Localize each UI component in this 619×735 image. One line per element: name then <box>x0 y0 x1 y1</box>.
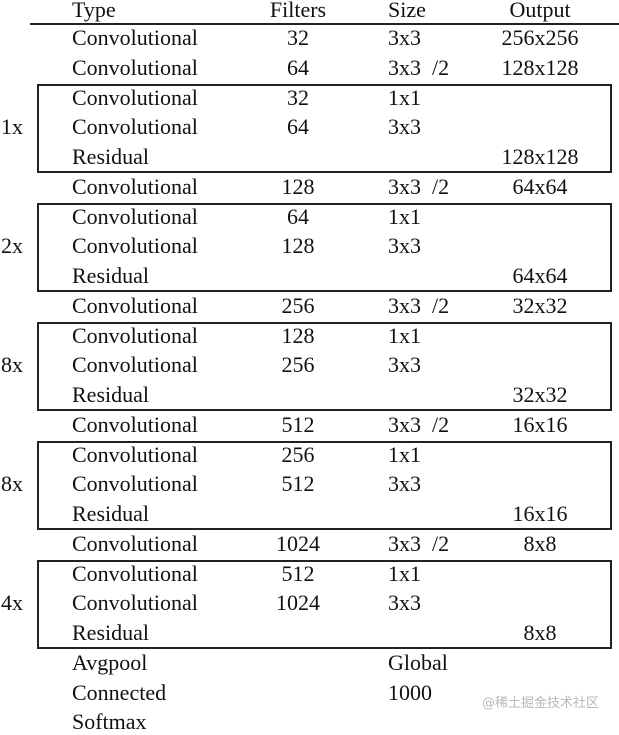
cell-filters: 512 <box>281 471 315 497</box>
cell-type: Avgpool <box>72 649 148 675</box>
cell-type: Residual <box>72 382 149 407</box>
residual-block-box <box>37 202 612 292</box>
cell-size: 3x3 /2 <box>388 292 450 318</box>
cell-size: 3x3 <box>388 352 421 378</box>
cell-size: 1x1 <box>388 560 421 586</box>
cell-filters: 64 <box>287 54 309 80</box>
cell-type: Residual <box>72 263 149 288</box>
cell-size: 3x3 /2 <box>388 411 450 437</box>
cell-size: 3x3 <box>388 114 421 140</box>
cell-filters: 128 <box>281 322 315 348</box>
cell-output: 16x16 <box>512 501 568 526</box>
block-multiplier: 4x <box>1 590 23 616</box>
cell-size: Global <box>388 649 448 675</box>
cell-filters: 1024 <box>276 530 320 556</box>
cell-size: 1x1 <box>388 203 421 229</box>
header-size: Size <box>388 0 426 22</box>
cell-filters: 128 <box>281 173 315 199</box>
cell-size: 3x3 <box>388 233 421 259</box>
cell-type: Convolutional <box>72 173 198 199</box>
cell-output: 16x16 <box>512 411 568 437</box>
cell-type: Residual <box>72 144 149 169</box>
cell-size: 3x3 /2 <box>388 54 450 80</box>
cell-output: 32x32 <box>512 382 568 407</box>
cell-type: Convolutional <box>72 203 198 229</box>
cell-output: 256x256 <box>501 25 579 50</box>
cell-output: 64x64 <box>512 173 568 199</box>
cell-size: 1x1 <box>388 441 421 467</box>
cell-size: 3x3 /2 <box>388 173 450 199</box>
cell-type: Convolutional <box>72 411 198 437</box>
cell-type: Convolutional <box>72 530 198 556</box>
cell-filters: 128 <box>281 233 315 259</box>
cell-output: 128x128 <box>501 54 579 80</box>
block-multiplier: 8x <box>1 352 23 378</box>
cell-type: Convolutional <box>72 25 198 50</box>
cell-filters: 64 <box>287 114 309 140</box>
cell-type: Residual <box>72 620 149 645</box>
residual-block-box <box>37 83 612 173</box>
cell-filters: 256 <box>281 441 315 467</box>
header-output: Output <box>509 0 571 22</box>
cell-type: Convolutional <box>72 560 198 586</box>
cell-size: 3x3 <box>388 25 421 50</box>
header-filters: Filters <box>269 0 327 22</box>
cell-output: 8x8 <box>523 620 557 645</box>
cell-output: 32x32 <box>512 292 568 318</box>
cell-output: 128x128 <box>501 144 579 169</box>
cell-type: Connected <box>72 679 167 705</box>
cell-type: Convolutional <box>72 352 198 378</box>
cell-type: Convolutional <box>72 441 198 467</box>
cell-type: Convolutional <box>72 233 198 259</box>
watermark: @稀土掘金技术社区 <box>482 696 600 711</box>
cell-type: Convolutional <box>72 471 198 497</box>
cell-size: 1000 <box>388 679 432 705</box>
cell-size: 3x3 <box>388 471 421 497</box>
cell-output: 64x64 <box>512 263 568 288</box>
cell-type: Softmax <box>72 709 147 735</box>
header-type: Type <box>72 0 116 22</box>
cell-type: Convolutional <box>72 590 198 616</box>
block-multiplier: 8x <box>1 471 23 497</box>
cell-size: 3x3 <box>388 590 421 616</box>
cell-filters: 512 <box>281 560 315 586</box>
cell-output: 8x8 <box>523 530 557 556</box>
cell-type: Convolutional <box>72 114 198 140</box>
cell-size: 1x1 <box>388 84 421 110</box>
cell-type: Convolutional <box>72 322 198 348</box>
cell-filters: 256 <box>281 292 315 318</box>
cell-filters: 1024 <box>276 590 320 616</box>
cell-type: Convolutional <box>72 292 198 318</box>
cell-filters: 512 <box>281 411 315 437</box>
residual-block-box <box>37 559 612 649</box>
header-divider <box>30 23 619 25</box>
cell-filters: 32 <box>287 84 309 110</box>
cell-type: Convolutional <box>72 84 198 110</box>
block-multiplier: 1x <box>1 114 23 140</box>
cell-size: 3x3 /2 <box>388 530 450 556</box>
cell-filters: 64 <box>287 203 309 229</box>
residual-block-box <box>37 440 612 530</box>
cell-type: Residual <box>72 501 149 526</box>
cell-filters: 32 <box>287 25 309 50</box>
block-multiplier: 2x <box>1 233 23 259</box>
cell-filters: 256 <box>281 352 315 378</box>
cell-size: 1x1 <box>388 322 421 348</box>
cell-type: Convolutional <box>72 54 198 80</box>
residual-block-box <box>37 321 612 411</box>
